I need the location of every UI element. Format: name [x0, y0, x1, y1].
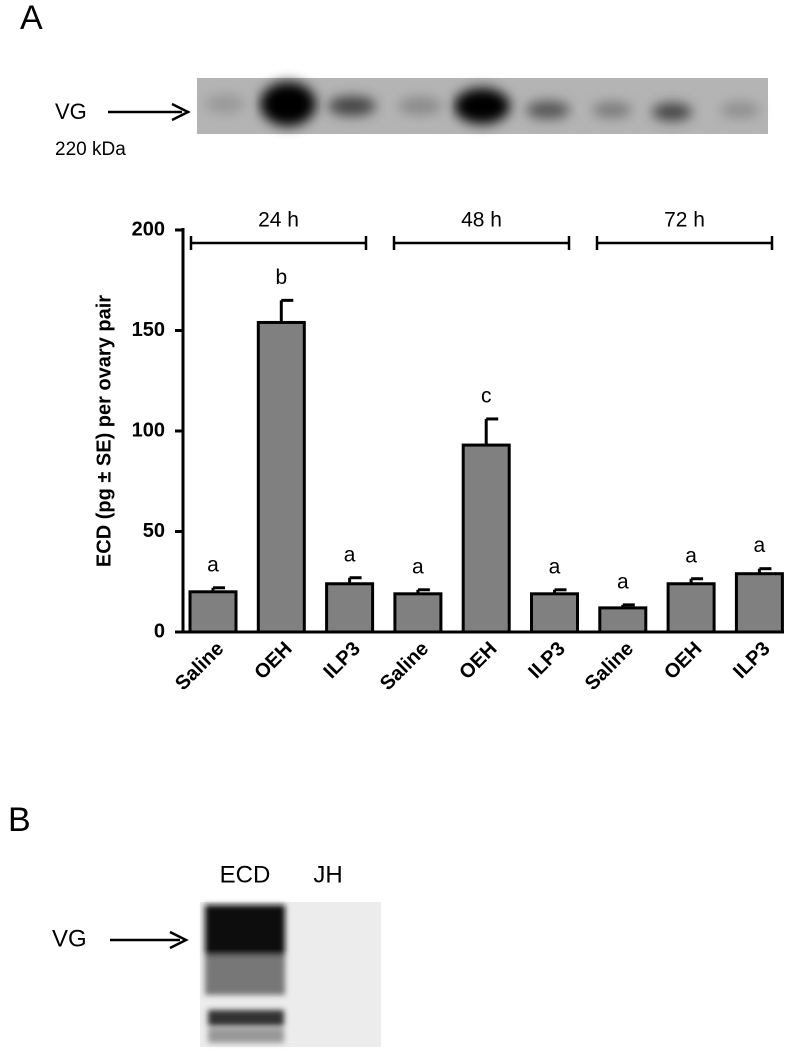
- arrow-head: [171, 102, 191, 122]
- x-tick-label: OEH: [455, 638, 501, 684]
- y-tick-label: 200: [132, 218, 165, 240]
- lane-label: JH: [313, 861, 342, 888]
- x-tick-label: Saline: [171, 638, 228, 695]
- annotation: a: [754, 534, 766, 557]
- annotation: a: [617, 570, 629, 593]
- x-tick-label: OEH: [250, 638, 296, 684]
- blot-label: VG: [55, 99, 87, 124]
- bar: [734, 572, 784, 634]
- annotation: a: [412, 555, 424, 578]
- bar: [188, 590, 238, 634]
- bar: [393, 592, 443, 634]
- lane-label: ECD: [220, 861, 271, 888]
- annotation: a: [344, 543, 356, 566]
- y-tick-label: 50: [143, 520, 165, 542]
- x-tick-label: Saline: [581, 638, 638, 695]
- x-tick-label: Saline: [376, 638, 433, 695]
- group-label: 24 h: [258, 209, 299, 232]
- arrow-head: [169, 930, 189, 950]
- blot-label: VG: [52, 925, 87, 952]
- panel-label: B: [8, 801, 31, 839]
- x-tick-label: ILP3: [524, 638, 569, 683]
- bar: [666, 582, 716, 634]
- group-label: 48 h: [461, 209, 502, 232]
- annotation: a: [207, 553, 219, 576]
- western-blot-b: [200, 902, 381, 1047]
- y-tick-label: 0: [154, 620, 165, 642]
- bar: [530, 592, 579, 634]
- annotation: c: [481, 384, 492, 407]
- western-blot-a: [197, 78, 768, 134]
- annotation: b: [275, 266, 287, 289]
- bar-chart: ECD (pg ± SE) per ovary pair 0 50 100 150 200…: [93, 209, 784, 695]
- y-axis-label: ECD (pg ± SE) per ovary pair: [93, 295, 115, 567]
- x-tick-label: ILP3: [319, 638, 364, 683]
- x-tick-label: OEH: [660, 638, 706, 684]
- bar: [461, 443, 511, 634]
- blot-size: 220 kDa: [55, 139, 126, 160]
- bar: [256, 320, 306, 634]
- annotation: a: [549, 555, 561, 578]
- x-tick-label: ILP3: [729, 638, 774, 683]
- bar: [325, 582, 375, 634]
- y-tick-label: 100: [132, 419, 165, 441]
- bar: [598, 606, 648, 634]
- y-tick-label: 150: [132, 319, 165, 341]
- panel-label: A: [20, 0, 43, 37]
- annotation: a: [685, 544, 697, 567]
- group-label: 72 h: [664, 209, 705, 232]
